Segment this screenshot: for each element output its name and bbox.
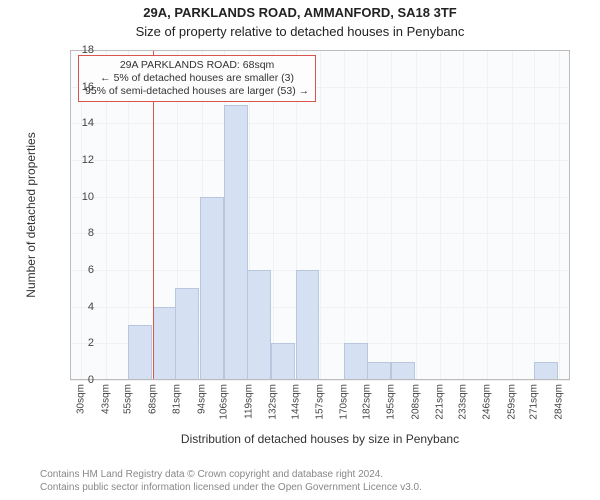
credits-line-2: Contains public sector information licen… xyxy=(40,481,590,494)
subtitle: Size of property relative to detached ho… xyxy=(0,24,600,39)
x-tick: 157sqm xyxy=(315,384,326,420)
y-tick: 12 xyxy=(70,154,94,166)
address-title: 29A, PARKLANDS ROAD, AMMANFORD, SA18 3TF xyxy=(0,5,600,20)
grid-line-v xyxy=(344,50,345,380)
grid-line-v xyxy=(367,50,368,380)
x-tick: 246sqm xyxy=(482,384,493,420)
histogram-bar xyxy=(128,325,152,380)
x-tick: 106sqm xyxy=(219,384,230,420)
annot-line-1: 29A PARKLANDS ROAD: 68sqm xyxy=(85,59,309,72)
x-tick: 182sqm xyxy=(361,384,372,420)
histogram-bar xyxy=(344,343,368,380)
x-tick: 144sqm xyxy=(290,384,301,420)
y-tick: 8 xyxy=(70,227,94,239)
x-tick: 233sqm xyxy=(457,384,468,420)
grid-line-v xyxy=(320,50,321,380)
credits: Contains HM Land Registry data © Crown c… xyxy=(40,468,590,494)
y-axis-label: Number of detached properties xyxy=(24,50,38,380)
grid-line-v xyxy=(534,50,535,380)
y-tick: 18 xyxy=(70,44,94,56)
x-tick: 55sqm xyxy=(123,384,134,414)
grid-line-v xyxy=(416,50,417,380)
x-tick: 119sqm xyxy=(243,384,254,419)
histogram-bar xyxy=(534,362,558,380)
grid-line-v xyxy=(559,50,560,380)
histogram-bar xyxy=(153,307,177,380)
x-tick: 271sqm xyxy=(529,384,540,420)
grid-line-v xyxy=(463,50,464,380)
x-tick: 43sqm xyxy=(100,384,111,414)
histogram-bar xyxy=(247,270,271,380)
x-tick: 284sqm xyxy=(553,384,564,420)
x-tick: 132sqm xyxy=(268,384,279,420)
grid-line-h xyxy=(70,380,570,381)
grid-line-v xyxy=(512,50,513,380)
histogram-bar xyxy=(224,105,248,380)
credits-line-1: Contains HM Land Registry data © Crown c… xyxy=(40,468,590,481)
annot-line-2: ← 5% of detached houses are smaller (3) xyxy=(85,72,309,85)
y-tick: 2 xyxy=(70,337,94,349)
histogram-bar xyxy=(367,362,391,380)
x-tick: 94sqm xyxy=(196,384,207,414)
grid-line-v xyxy=(440,50,441,380)
x-tick: 259sqm xyxy=(506,384,517,420)
y-tick: 4 xyxy=(70,301,94,313)
histogram-bar xyxy=(200,197,224,380)
x-tick: 221sqm xyxy=(435,384,446,420)
histogram-bar xyxy=(296,270,320,380)
grid-line-v xyxy=(487,50,488,380)
y-tick: 14 xyxy=(70,117,94,129)
grid-line-v xyxy=(391,50,392,380)
histogram-bar xyxy=(271,343,295,380)
histogram-bar xyxy=(391,362,415,380)
x-tick: 170sqm xyxy=(339,384,350,420)
y-tick: 16 xyxy=(70,81,94,93)
histogram-bar xyxy=(175,288,199,380)
x-tick: 195sqm xyxy=(386,384,397,420)
y-tick: 6 xyxy=(70,264,94,276)
y-tick: 10 xyxy=(70,191,94,203)
x-tick: 208sqm xyxy=(410,384,421,420)
chart-container: 29A, PARKLANDS ROAD, AMMANFORD, SA18 3TF… xyxy=(0,0,600,500)
x-tick: 68sqm xyxy=(147,384,158,414)
plot-area: 29A PARKLANDS ROAD: 68sqm← 5% of detache… xyxy=(70,50,570,380)
x-tick: 30sqm xyxy=(76,384,87,414)
annotation-box: 29A PARKLANDS ROAD: 68sqm← 5% of detache… xyxy=(78,55,316,102)
x-axis-label: Distribution of detached houses by size … xyxy=(70,432,570,446)
x-tick: 81sqm xyxy=(172,384,183,414)
annot-line-3: 95% of semi-detached houses are larger (… xyxy=(85,85,309,98)
